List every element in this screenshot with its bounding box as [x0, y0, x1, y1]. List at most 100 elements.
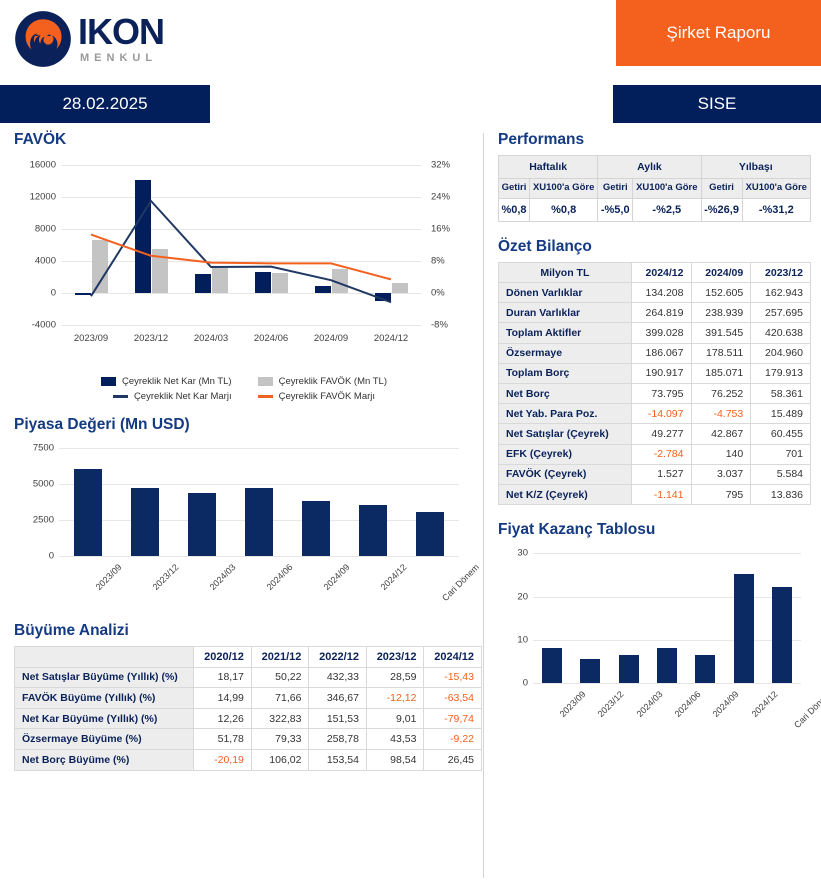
- table-cell: 15.489: [750, 403, 811, 425]
- fiyat-kazanc-plot-area: 30 20 10 0 2023/09 2023/12 2024/03 2024/06 2024/…: [517, 548, 821, 731]
- legend-item: Çeyreklik Net Kar (Mn TL): [100, 376, 232, 387]
- table-row: EFK (Çeyrek) -2.784 140 701: [498, 443, 811, 465]
- y-axis-tick: 16000: [29, 159, 56, 171]
- legend-swatch: [112, 395, 128, 398]
- favok-line-layer: [90, 199, 392, 304]
- table-cell: 79,33: [250, 728, 310, 750]
- chart-bar: [92, 239, 108, 293]
- chart-bar: [212, 267, 228, 293]
- ozet-bilanco-table: Milyon TL 2024/12 2024/09 2023/12 Dönen Var…: [498, 261, 811, 506]
- table-cell: 185.071: [690, 362, 752, 385]
- table-cell: -2.784: [630, 443, 692, 465]
- performans-value: %0,8: [528, 197, 599, 222]
- row-label: EFK (Çeyrek): [498, 443, 632, 465]
- legend-label: Çeyreklik Net Kar (Mn TL): [121, 376, 232, 387]
- performans-value: -%5,0: [597, 197, 634, 222]
- legend-item: Çeyreklik FAVÖK (Mn TL): [257, 376, 388, 387]
- row-label: Net K/Z (Çeyrek): [498, 483, 632, 506]
- legend-swatch: [100, 377, 116, 386]
- table-cell: -12,12: [365, 687, 425, 709]
- table-cell: 701: [750, 443, 811, 465]
- lion-head-icon: [15, 11, 71, 67]
- table-cell: 151,53: [308, 707, 367, 730]
- row-label: Net Borç: [498, 383, 632, 405]
- y-axis-tick: -4000: [31, 319, 56, 331]
- table-cell: 76.252: [690, 383, 752, 405]
- chart-bar: [73, 468, 102, 556]
- table-cell: 152.605: [690, 282, 752, 304]
- row-label: Toplam Borç: [498, 362, 632, 385]
- table-header-row: 2020/12 2021/12 2022/12 2023/12 2024/12: [13, 646, 482, 668]
- chart-bar: [542, 647, 563, 684]
- table-cell: 60.455: [750, 423, 811, 445]
- x-axis-label: 2023/09: [73, 333, 109, 344]
- table-cell: 106,02: [250, 748, 310, 771]
- y2-axis-tick: -8%: [431, 319, 448, 331]
- x-axis-label: 2023/09: [93, 562, 124, 593]
- table-cell: -15,43: [423, 666, 482, 689]
- y-axis-tick: 0: [522, 677, 528, 689]
- table-cell: 153,54: [308, 748, 367, 771]
- performans-column-header: XU100'a Göre: [528, 178, 599, 199]
- row-label: Duran Varlıklar: [498, 302, 632, 324]
- row-label: Toplam Aktifler: [498, 322, 632, 344]
- table-row: Net Borç Büyüme (%) -20,19 106,02 153,54 98,…: [13, 748, 482, 771]
- table-corner-header: [13, 646, 195, 668]
- performans-column-header: XU100'a Göre: [741, 178, 812, 199]
- x-axis-label: 2024/09: [710, 689, 741, 720]
- x-axis-label: 2024/06: [672, 689, 703, 720]
- performans-group-header-cell: Yılbaşı: [700, 155, 811, 179]
- table-cell: 18,17: [193, 666, 252, 689]
- chart-bar: [272, 273, 288, 293]
- meta-bar: 28.02.2025 SISE: [0, 85, 821, 123]
- table-cell: 204.960: [750, 342, 811, 364]
- gridline: [533, 596, 801, 598]
- performans-table: Haftalık Aylık Yılbaşı Getiri XU100'a Göre G…: [497, 155, 812, 222]
- x-axis-label: 2024/12: [749, 689, 780, 720]
- row-label: Net Kar Büyüme (Yıllık) (%): [13, 707, 195, 730]
- performans-value: %0,8: [498, 197, 530, 222]
- performans-column-header: Getiri: [700, 178, 743, 199]
- table-cell: 98,54: [365, 748, 425, 771]
- table-header-row: Milyon TL 2024/12 2024/09 2023/12: [498, 261, 811, 284]
- y2-axis-tick: 24%: [431, 191, 451, 203]
- table-cell: 13.836: [750, 483, 811, 506]
- table-cell: 420.638: [750, 322, 811, 344]
- right-column: Performans Haftalık Aylık Yılbaşı Getiri XU…: [484, 131, 821, 888]
- table-row: Net Borç 73.795 76.252 58.361: [498, 383, 811, 405]
- legend-label: Çeyreklik Net Kar Marjı: [133, 391, 232, 402]
- table-row: Dönen Varlıklar 134.208 152.605 162.943: [498, 282, 811, 304]
- performans-value: -%31,2: [741, 197, 812, 222]
- x-axis-label: 2023/12: [150, 562, 181, 593]
- table-cell: 257.695: [750, 302, 811, 324]
- y-axis-tick: 0: [48, 550, 54, 562]
- chart-bar: [733, 573, 754, 684]
- table-row: Net Yab. Para Poz. -14.097 -4.753 15.489: [498, 403, 811, 425]
- performans-group-header: Haftalık Aylık Yılbaşı: [497, 155, 811, 179]
- table-cell: -14.097: [630, 403, 692, 425]
- table-row: Toplam Aktifler 399.028 391.545 420.638: [498, 322, 811, 344]
- table-cell: 178.511: [690, 342, 752, 364]
- chart-bar: [130, 487, 159, 556]
- table-cell: 51,78: [193, 728, 252, 750]
- table-column-header: 2024/12: [630, 261, 692, 284]
- table-cell: 58.361: [750, 383, 811, 405]
- ozet-bilanco-section-title: Özet Bilanço: [498, 237, 592, 255]
- page-header: IKON MENKUL Şirket Raporu: [0, 0, 821, 85]
- buyume-section-title: Büyüme Analizi: [14, 622, 129, 639]
- y-axis-tick: 7500: [32, 442, 54, 454]
- brand-logo: IKON MENKUL: [14, 10, 165, 68]
- y-axis-tick: 5000: [32, 478, 54, 490]
- table-corner-header: Milyon TL: [498, 261, 632, 284]
- legend-label: Çeyreklik FAVÖK (Mn TL): [278, 376, 388, 387]
- piyasa-section-title: Piyasa Değeri (Mn USD): [14, 416, 190, 433]
- table-cell: -1.141: [630, 483, 692, 506]
- y2-axis-tick: 32%: [431, 159, 451, 171]
- x-axis-label: 2024/06: [264, 562, 295, 593]
- table-cell: 264.819: [630, 302, 692, 324]
- x-axis-label: 2024/12: [378, 562, 409, 593]
- x-axis-label: 2023/09: [557, 689, 588, 720]
- chart-bar: [245, 488, 273, 556]
- performans-subheader: Getiri XU100'a Göre Getiri XU100'a Göre Geti…: [498, 178, 812, 199]
- table-row: Net Kar Büyüme (Yıllık) (%) 12,26 322,83 15…: [13, 707, 482, 730]
